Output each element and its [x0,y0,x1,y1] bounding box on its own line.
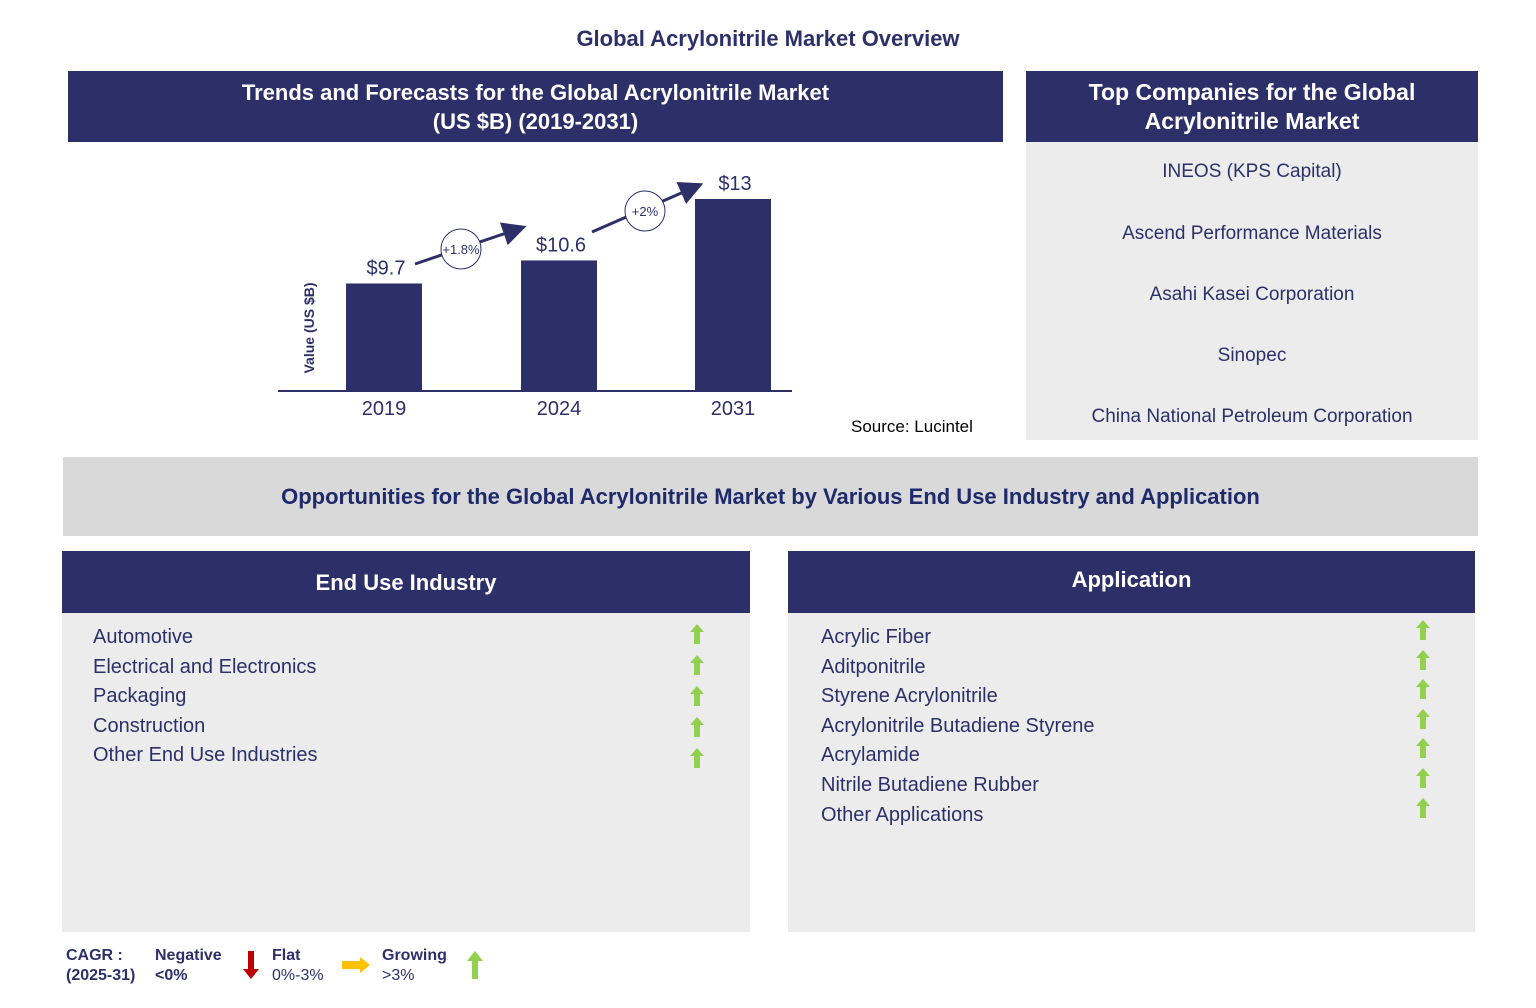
company-item: Sinopec [1217,345,1287,366]
growing-arrow-icon [690,686,704,707]
bar-chart: Value (US $B) $9.7 2019 $10.6 2024 $13 2031 +1… [278,173,792,420]
companies-title-line1: Top Companies for the Global [1088,78,1416,105]
trends-title-line2: (US $B) (2019-2031) [432,108,639,134]
legend-growing: Growing >3% [382,946,447,986]
growing-arrow-icon [1416,708,1430,729]
right-arrow-icon [342,957,370,973]
growing-arrow-icon [690,624,704,644]
data-label: $13 [718,173,751,195]
legend-period: (2025-31) [66,967,136,984]
list-item: Aditponitrile [821,655,926,678]
list-item: Nitrile Butadiene Rubber [821,774,1039,796]
end-use-panel: End Use Industry Automotive Electrical an… [62,551,750,932]
application-panel: Application Acrylic Fiber Aditponitrile St… [788,551,1475,932]
list-item: Acrylic Fiber [821,626,932,648]
companies-title-line2: Acrylonitrile Market [1144,107,1360,134]
company-item: Ascend Performance Materials [1122,223,1382,244]
application-header: Application [788,551,1475,613]
bar [521,260,597,391]
up-arrow-icon [467,951,483,979]
list-item: Construction [93,714,206,737]
growth-badge [440,228,482,270]
legend-negative-range: <0% [155,967,188,984]
list-item: Acrylonitrile Butadiene Styrene [821,714,1095,737]
legend-negative: Negative <0% [155,946,222,986]
legend-flat-label: Flat [272,947,301,964]
data-label: $10.6 [536,234,586,256]
list-item: Styrene Acrylonitrile [821,685,998,708]
down-arrow-icon [243,951,259,979]
legend-growing-range: >3% [382,967,415,984]
companies-list: INEOS (KPS Capital) Ascend Performance M… [1026,142,1478,440]
growth-label: +2% [632,204,659,219]
growing-arrow-icon [1416,768,1430,788]
growing-arrow-icon [1416,679,1430,700]
list-item: Packaging [93,685,187,708]
legend-flat: Flat 0%-3% [272,946,324,986]
list-item: Other Applications [821,803,984,826]
trends-title-line1: Trends and Forecasts for the Global Acry… [241,79,830,105]
company-item: Asahi Kasei Corporation [1149,284,1355,305]
page-title: Global Acrylonitrile Market Overview [576,26,960,51]
growth-badge [624,190,666,232]
growing-arrow-icon [1416,738,1430,759]
x-tick-label: 2024 [537,398,582,420]
list-item: Automotive [93,626,194,648]
legend-growing-label: Growing [382,947,447,964]
growing-arrow-icon [1416,649,1430,670]
opportunities-banner: Opportunities for the Global Acrylonitri… [63,457,1478,536]
legend-cagr: CAGR : (2025-31) [66,946,135,986]
growing-arrow-icon [1416,620,1430,640]
legend-cagr-label: CAGR : [66,947,123,964]
growing-arrow-icon [690,717,704,738]
source-note: Source: Lucintel [851,417,973,436]
company-item: INEOS (KPS Capital) [1162,161,1342,182]
companies-header: Top Companies for the Global Acrylonitri… [1026,71,1478,142]
bar [695,199,771,391]
growth-label: +1.8% [442,242,480,257]
bar [346,283,422,391]
growing-arrow-icon [1416,797,1430,818]
list-item: Electrical and Electronics [93,655,317,678]
data-label: $9.7 [367,257,406,279]
x-tick-label: 2031 [711,398,756,420]
company-item: China National Petroleum Corporation [1091,406,1413,427]
list-item: Other End Use Industries [93,744,318,767]
trends-header: Trends and Forecasts for the Global Acry… [68,71,1003,142]
legend-negative-label: Negative [155,947,222,964]
list-item: Acrylamide [821,744,920,767]
growing-arrow-icon [690,655,704,676]
growing-arrow-icon [690,748,704,769]
y-axis-label: Value (US $B) [301,282,317,373]
legend-flat-range: 0%-3% [272,967,324,984]
end-use-header: End Use Industry [62,551,750,613]
x-tick-label: 2019 [362,398,407,420]
